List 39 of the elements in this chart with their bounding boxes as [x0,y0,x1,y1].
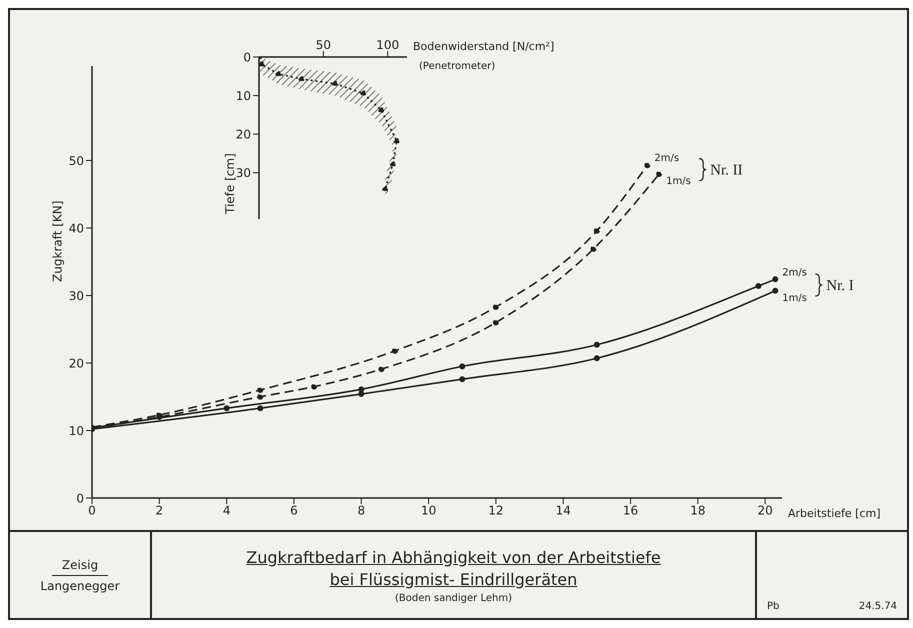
y-tick-label: 50 [68,154,84,168]
series-label: 2m/s [654,153,680,164]
text: Pb [767,601,780,612]
x-tick-label: 16 [622,504,638,518]
y-tick-label: 20 [68,356,84,370]
text: Nr. I [826,278,854,294]
text: (Boden sandiger Lehm) [394,592,512,604]
series-label: 1m/s [782,292,807,304]
x-tick-label: 12 [488,504,504,518]
y-tick-label: 10 [236,88,251,103]
y-tick-label: 0 [243,50,251,64]
y-tick-label: 20 [236,127,251,142]
text: Zugkraftbedarf in Abhängigkeit von der Arbeitstiefe bei Flüssigmist- Eindrillgeräten [245,546,662,590]
y-axis-title: Zugkraft [KN] [50,200,64,282]
x-tick-label: 8 [357,504,366,518]
annotation: (Penetrometer) [419,61,496,72]
x-tick-label: 20 [758,504,773,518]
x-tick-label: 4 [222,504,230,518]
text: 24.5.74 [858,601,897,612]
x-tick-label: 14 [556,504,571,518]
x-tick-label: 0 [88,504,96,518]
x-tick-label: 10 [420,504,436,518]
x-tick-label: 2 [155,504,164,518]
y-axis-title: Tiefe [cm] [223,153,237,215]
y-tick-label: 10 [68,424,84,438]
x-axis-title: Arbeitstiefe [cm] [788,506,881,520]
annotation: Nr. II [710,162,743,179]
series-label: 1m/s [666,176,691,187]
x-tick-label: 6 [290,504,298,518]
series-label: 2m/s [782,267,807,278]
text: Langenegger [40,578,120,592]
text: Zeisig [52,558,108,576]
x-tick-label: 18 [690,504,706,518]
y-tick-label: 40 [68,221,84,236]
y-tick-label: 30 [236,166,251,180]
y-tick-label: 30 [68,288,84,303]
y-tick-label: 0 [76,491,84,506]
x-tick-label: 100 [376,38,400,52]
x-axis-title: Bodenwiderstand [N/cm²] [413,40,554,53]
